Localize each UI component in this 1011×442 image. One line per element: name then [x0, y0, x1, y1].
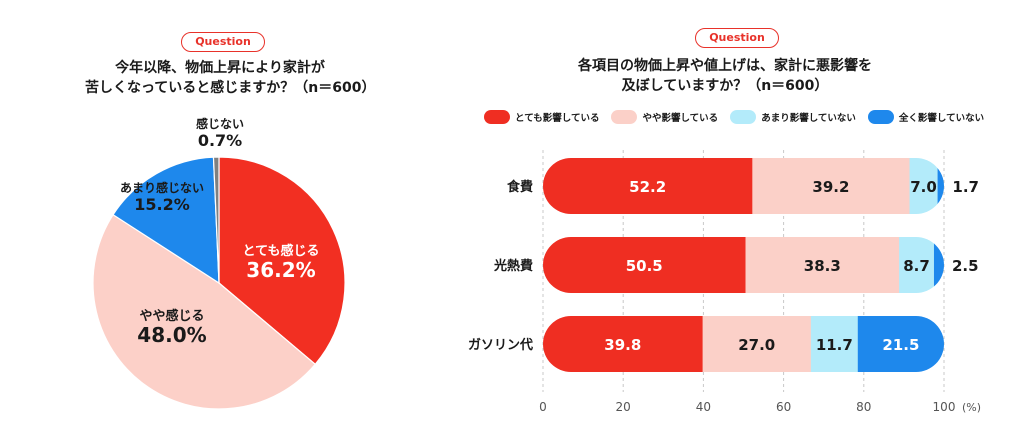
- bar-segment-1-2: [899, 237, 935, 293]
- bar-segment-2-1: [702, 316, 812, 372]
- bar-row-1: [543, 237, 944, 293]
- pie-slice-1: [92, 213, 317, 410]
- x-tick-1: 20: [616, 400, 631, 414]
- bar-value-0-0: 52.2: [629, 178, 666, 196]
- legend-swatch-none: [867, 110, 894, 124]
- bar-value-1-2: 8.7: [903, 257, 930, 275]
- bar-row-0: [543, 158, 944, 214]
- bar-segment-0-3: [937, 158, 944, 214]
- pie-label-1: やや感じる: [139, 308, 204, 324]
- bar-category-2: ガソリン代: [468, 337, 533, 353]
- x-unit-label: (%): [962, 401, 981, 414]
- legend-label-none: 全く影響していない: [898, 113, 985, 124]
- bar-segment-2-2: [810, 316, 859, 372]
- legend-swatch-very: [484, 110, 510, 124]
- pie-value-1: 48.0%: [137, 323, 206, 347]
- legend-label-very: とても影響している: [515, 113, 600, 124]
- x-tick-4: 80: [856, 400, 871, 414]
- legend-item-none: 全く影響していない: [867, 110, 985, 124]
- x-tick-3: 60: [776, 400, 791, 414]
- right-question-badge: Question: [695, 28, 779, 48]
- legend-swatch-little: [730, 110, 757, 124]
- pie-slice-3: [212, 156, 220, 284]
- legend-swatch-somewhat: [611, 110, 638, 124]
- bar-segment-0-0: [543, 158, 753, 214]
- left-title-line-2: 苦しくなっていると感じますか？（n＝600）: [85, 80, 376, 96]
- bar-category-1: 光熱費: [493, 258, 533, 274]
- bar-value-0-2: 7.0: [910, 178, 937, 196]
- bar-value-1-1: 38.3: [804, 257, 841, 275]
- x-tick-2: 40: [696, 400, 711, 414]
- bar-value-2-3: 21.5: [882, 336, 919, 354]
- legend-item-very: とても影響している: [484, 110, 599, 124]
- left-title-line-1: 今年以降、物価上昇により家計が: [115, 60, 325, 76]
- bar-value-1-0: 50.5: [626, 257, 663, 275]
- bar-value-2-0: 39.8: [604, 336, 641, 354]
- bar-segment-1-1: [745, 237, 900, 293]
- bar-value-2-1: 27.0: [738, 336, 775, 354]
- bar-segment-2-3: [857, 316, 944, 372]
- bar-value-1-3: 2.5: [952, 257, 979, 275]
- right-title-line-2: 及ぼしていますか？（n＝600）: [621, 78, 829, 94]
- legend-label-somewhat: やや影響している: [642, 113, 719, 124]
- pie-label-0: とても感じる: [243, 243, 320, 259]
- pie-value-3: 0.7%: [198, 131, 242, 150]
- bar-segment-1-3: [933, 237, 944, 293]
- left-question-badge: Question: [181, 32, 265, 52]
- x-tick-0: 0: [539, 400, 547, 414]
- left-question-title: 今年以降、物価上昇により家計が 苦しくなっていると感じますか？（n＝600）: [85, 58, 376, 98]
- pie-slice-2: [112, 156, 220, 285]
- right-question-title: 各項目の物価上昇や値上げは、家計に悪影響を 及ぼしていますか？（n＝600）: [560, 56, 890, 96]
- bar-value-2-2: 11.7: [816, 336, 853, 354]
- legend-item-somewhat: やや影響している: [611, 110, 718, 124]
- pie-value-0: 36.2%: [246, 258, 315, 282]
- bar-segment-0-1: [752, 158, 911, 214]
- pie-label-3: 感じない: [196, 116, 244, 131]
- bar-segment-2-0: [543, 316, 704, 372]
- legend-label-little: あまり影響していない: [761, 113, 856, 124]
- pie-slice-0: [218, 156, 346, 366]
- bar-legend: とても影響している やや影響している あまり影響していない 全く影響していない: [484, 106, 984, 128]
- pie-label-2: あまり感じない: [120, 180, 204, 195]
- legend-item-little: あまり影響していない: [730, 110, 856, 124]
- bar-segment-0-2: [909, 158, 939, 214]
- bar-row-2: [543, 316, 944, 372]
- bar-value-0-1: 39.2: [812, 178, 849, 196]
- right-title-line-1: 各項目の物価上昇や値上げは、家計に悪影響を: [578, 58, 872, 74]
- x-tick-5: 100: [933, 400, 956, 414]
- bar-value-0-3: 1.7: [952, 178, 979, 196]
- bar-category-0: 食費: [507, 179, 533, 195]
- stacked-bar-chart: 52.2 39.2 7.0 1.7 食費 50.5 38.3 8.7 2.5 光熱費 39.8 27.…: [468, 150, 981, 414]
- bar-segment-1-0: [543, 237, 747, 293]
- pie-value-2: 15.2%: [134, 195, 190, 214]
